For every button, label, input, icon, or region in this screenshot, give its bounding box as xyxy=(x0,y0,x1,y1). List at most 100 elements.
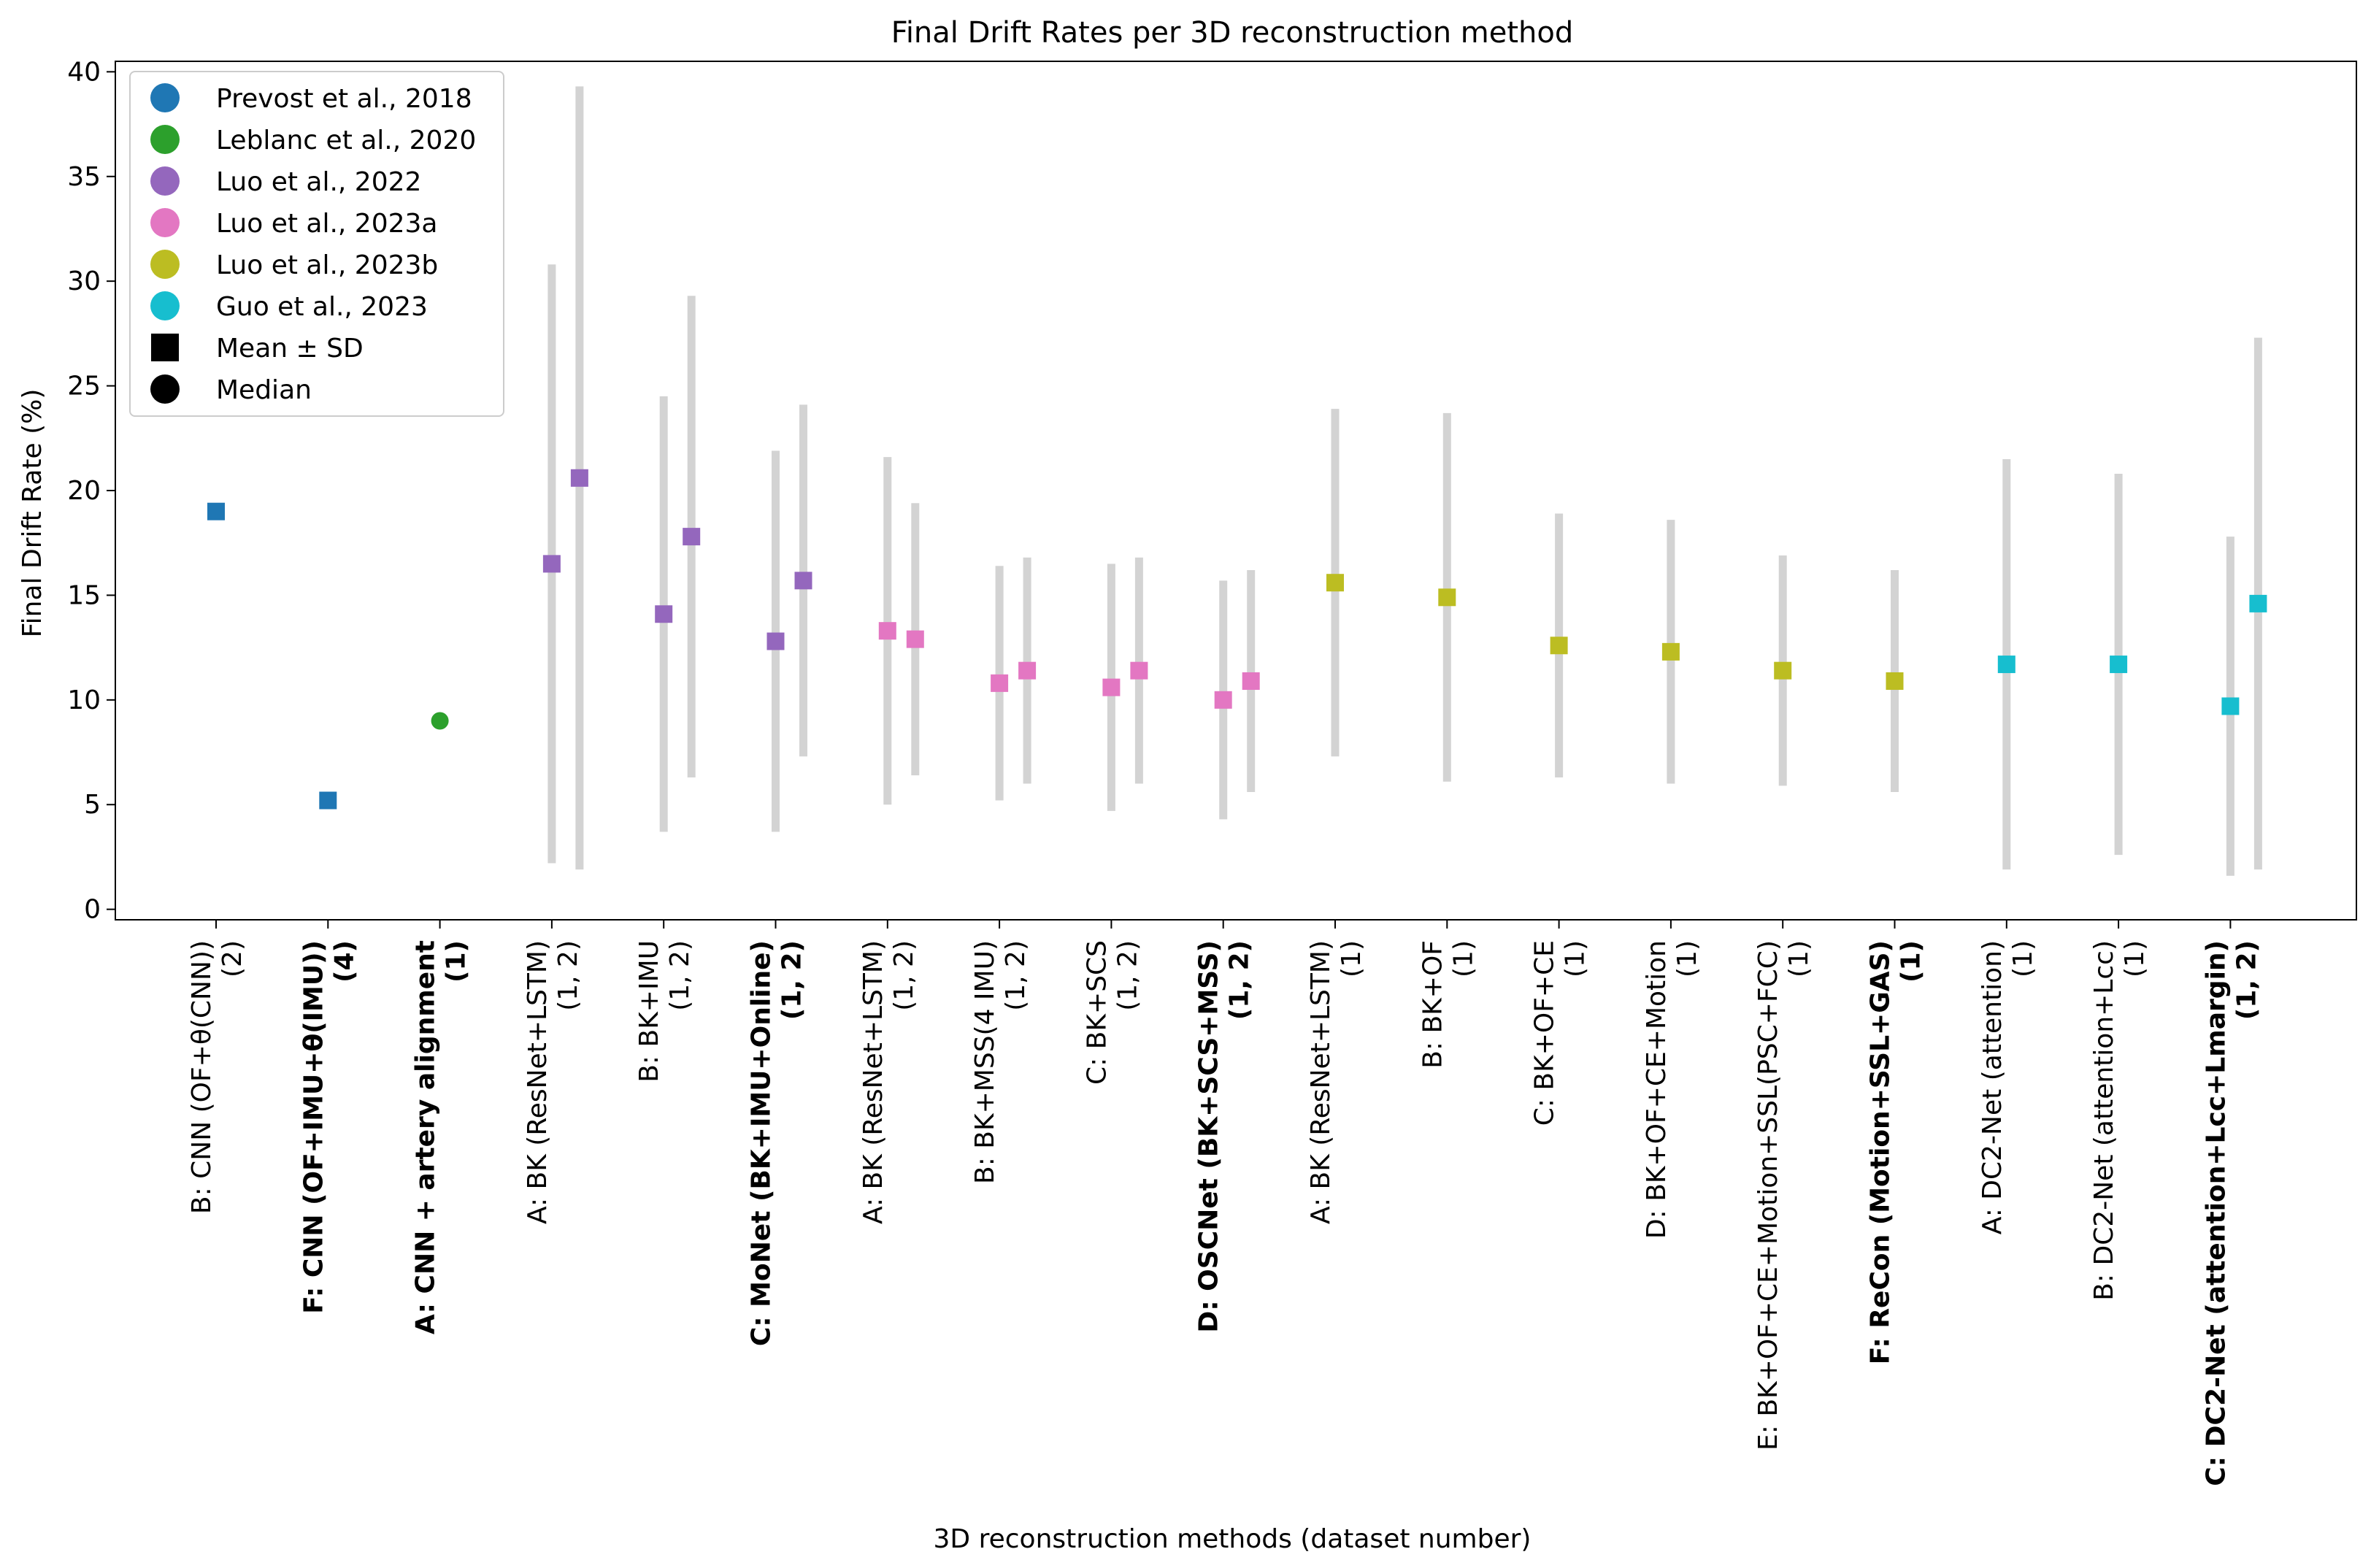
legend-label: Luo et al., 2023a xyxy=(216,209,438,239)
legend-marker-square xyxy=(151,334,179,361)
mean-point xyxy=(991,674,1009,692)
x-axis-label: 3D reconstruction methods (dataset numbe… xyxy=(934,1524,1532,1554)
x-tick-label-method: C: BK+SCS xyxy=(1082,940,1112,1085)
x-tick-label-datasets: (1) xyxy=(1672,940,1702,977)
legend-label: Luo et al., 2023b xyxy=(216,250,438,280)
x-tick-label-datasets: (1, 2) xyxy=(2232,940,2262,1020)
x-tick-label-method: F: CNN (OF+IMU+θ(IMU)) xyxy=(299,940,328,1314)
x-tick-label-method: B: CNN (OF+θ(CNN)) xyxy=(187,940,217,1214)
x-tick-label-datasets: (1, 2) xyxy=(1225,940,1255,1020)
mean-point xyxy=(1661,642,1680,661)
x-tick-label-method: D: OSCNet (BK+SCS+MSS) xyxy=(1194,940,1224,1333)
mean-point xyxy=(542,555,561,573)
x-tick-label-method: D: BK+OF+CE+Motion xyxy=(1642,940,1672,1239)
legend-marker-circle xyxy=(150,374,180,404)
x-tick-label-datasets: (1, 2) xyxy=(553,940,583,1011)
chart-title: Final Drift Rates per 3D reconstruction … xyxy=(891,16,1574,50)
x-tick-label-method: A: BK (ResNet+LSTM) xyxy=(523,940,553,1224)
x-tick-label-method: B: BK+MSS(4 IMU) xyxy=(970,940,1000,1184)
mean-point xyxy=(878,622,896,640)
y-tick-label: 35 xyxy=(67,162,101,192)
y-tick-label: 25 xyxy=(67,372,101,401)
mean-point xyxy=(766,632,785,650)
mean-point xyxy=(1438,588,1456,607)
x-tick-label-method: B: DC2-Net (attention+Lcc) xyxy=(2089,940,2119,1301)
x-tick-label-datasets: (1) xyxy=(1784,940,1814,977)
y-tick-label: 20 xyxy=(67,476,101,506)
legend-label: Luo et al., 2022 xyxy=(216,167,421,197)
error-bars xyxy=(547,86,2262,876)
x-tick-label-datasets: (1) xyxy=(1448,940,1478,977)
x-tick-label-datasets: (4) xyxy=(329,940,359,983)
legend-label: Mean ± SD xyxy=(216,334,364,364)
x-tick-label-datasets: (1, 2) xyxy=(777,940,807,1020)
x-tick-label-datasets: (1) xyxy=(2120,940,2150,977)
x-tick-label-datasets: (1, 2) xyxy=(665,940,695,1011)
y-tick-label: 30 xyxy=(67,266,101,296)
y-tick-label: 40 xyxy=(67,57,101,87)
x-tick-label-method: A: DC2-Net (attention) xyxy=(1978,940,2007,1234)
mean-point xyxy=(319,791,337,810)
legend-label: Prevost et al., 2018 xyxy=(216,84,472,114)
x-tick-label-method: A: BK (ResNet+LSTM) xyxy=(858,940,888,1224)
legend-frame xyxy=(129,71,504,417)
y-axis: 0 5 10 15 20 25 30 35 40 xyxy=(67,57,115,925)
legend-marker-circle xyxy=(150,250,180,279)
mean-point xyxy=(1886,672,1904,691)
x-tick-label-method: A: CNN + artery alignment xyxy=(411,940,441,1334)
median-point xyxy=(431,712,449,730)
legend-label: Median xyxy=(216,375,312,405)
x-tick-label-datasets: (1) xyxy=(1897,940,1926,983)
legend-label: Leblanc et al., 2020 xyxy=(216,126,476,155)
x-axis: B: CNN (OF+θ(CNN)) (2) F: CNN (OF+IMU+θ(IM… xyxy=(187,920,2262,1486)
mean-point xyxy=(2110,656,2128,674)
y-tick-label: 10 xyxy=(67,685,101,715)
x-tick-label-datasets: (1, 2) xyxy=(889,940,919,1011)
y-tick-label: 5 xyxy=(84,790,101,820)
mean-point xyxy=(794,572,812,590)
mean-point xyxy=(1326,574,1344,592)
mean-point xyxy=(1102,678,1121,696)
legend-marker-circle xyxy=(150,208,180,237)
mean-point xyxy=(906,630,924,648)
mean-point xyxy=(2249,594,2267,612)
legend-label: Guo et al., 2023 xyxy=(216,292,428,322)
mean-point xyxy=(1550,637,1568,655)
x-tick-label-datasets: (1) xyxy=(442,940,472,983)
legend-marker-circle xyxy=(150,125,180,154)
x-tick-label-datasets: (1) xyxy=(1561,940,1591,977)
mean-point xyxy=(2221,697,2240,715)
x-tick-label-datasets: (1) xyxy=(1337,940,1367,977)
x-tick-label-method: C: BK+OF+CE xyxy=(1530,940,1560,1126)
y-tick-label: 0 xyxy=(84,895,101,925)
mean-point xyxy=(1018,661,1037,680)
mean-point xyxy=(1997,656,2015,674)
mean-point xyxy=(683,528,701,546)
y-axis-label: Final Drift Rate (%) xyxy=(18,389,47,638)
x-tick-label-datasets: (1, 2) xyxy=(1001,940,1031,1011)
data-markers xyxy=(207,469,2267,810)
x-tick-label-method: C: DC2-Net (attention+Lcc+Lmargin) xyxy=(2201,940,2231,1486)
x-tick-label-datasets: (1) xyxy=(2008,940,2038,977)
mean-point xyxy=(1242,672,1260,691)
mean-point xyxy=(207,502,225,520)
x-tick-label-method: B: BK+IMU xyxy=(634,940,664,1083)
y-tick-label: 15 xyxy=(67,580,101,610)
mean-point xyxy=(1214,691,1232,709)
legend-marker-circle xyxy=(150,166,180,196)
legend-marker-circle xyxy=(150,291,180,320)
x-tick-label-method: C: MoNet (BK+IMU+Online) xyxy=(747,940,777,1346)
mean-point xyxy=(655,605,673,623)
x-tick-label-method: A: BK (ResNet+LSTM) xyxy=(1306,940,1336,1224)
mean-point xyxy=(1130,661,1148,680)
legend-marker-circle xyxy=(150,83,180,112)
x-tick-label-method: F: ReCon (Motion+SSL+GAS) xyxy=(1866,940,1896,1364)
x-tick-label-method: E: BK+OF+CE+Motion+SSL(PSC+FCC) xyxy=(1753,940,1783,1450)
legend: Prevost et al., 2018 Leblanc et al., 2020… xyxy=(129,71,504,417)
x-tick-label-datasets: (1, 2) xyxy=(1113,940,1142,1011)
x-tick-label-datasets: (2) xyxy=(218,940,247,977)
x-tick-label-method: B: BK+OF xyxy=(1418,940,1448,1069)
mean-point xyxy=(1774,661,1792,680)
mean-point xyxy=(570,469,588,487)
